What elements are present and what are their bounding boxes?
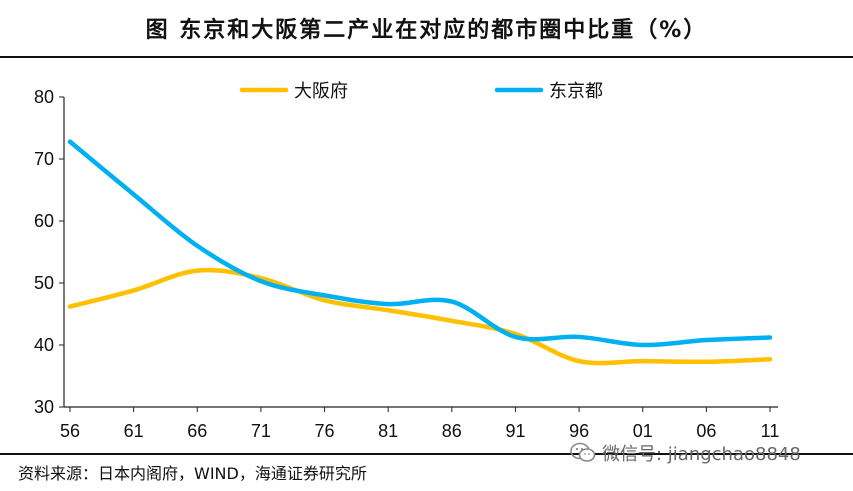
y-tick-label: 40 (34, 335, 54, 355)
x-tick-label: 06 (696, 421, 716, 441)
chart-title: 图 东京和大阪第二产业在对应的都市圈中比重（%） (145, 18, 708, 43)
watermark: 微信号: jiangchao8848 (570, 440, 801, 466)
series-line-1 (67, 139, 773, 348)
x-tick-label: 76 (315, 421, 335, 441)
x-tick-label: 11 (761, 421, 780, 441)
x-tick-label: 91 (505, 421, 525, 441)
y-tick-label: 50 (34, 273, 54, 293)
source-divider (0, 453, 853, 455)
x-tick-label: 61 (124, 421, 144, 441)
series-line-0 (67, 267, 773, 366)
y-tick-label: 60 (34, 211, 54, 231)
title-divider (0, 56, 853, 58)
x-tick-label: 96 (569, 421, 589, 441)
watermark-text: 微信号: jiangchao8848 (602, 444, 801, 465)
wechat-icon (570, 442, 596, 462)
y-tick-label: 70 (34, 149, 54, 169)
x-tick-label: 01 (633, 421, 653, 441)
x-tick-label: 81 (378, 421, 398, 441)
y-tick-label: 30 (34, 397, 54, 417)
x-tick-label: 56 (60, 421, 80, 441)
x-tick-label: 66 (187, 421, 207, 441)
legend-label-1: 东京都 (549, 81, 603, 102)
y-tick-label: 80 (34, 87, 54, 107)
title-bar: 图 东京和大阪第二产业在对应的都市圈中比重（%） (0, 0, 853, 56)
legend-label-0: 大阪府 (294, 81, 348, 102)
line-chart: 30 40 50 60 70 80 56 61 66 71 76 81 86 91 96 01 06 11 大阪府… (34, 81, 780, 441)
x-tick-label: 86 (442, 421, 462, 441)
x-tick-label: 71 (251, 421, 271, 441)
source-note: 资料来源：日本内阁府，WIND，海通证券研究所 (18, 464, 367, 483)
